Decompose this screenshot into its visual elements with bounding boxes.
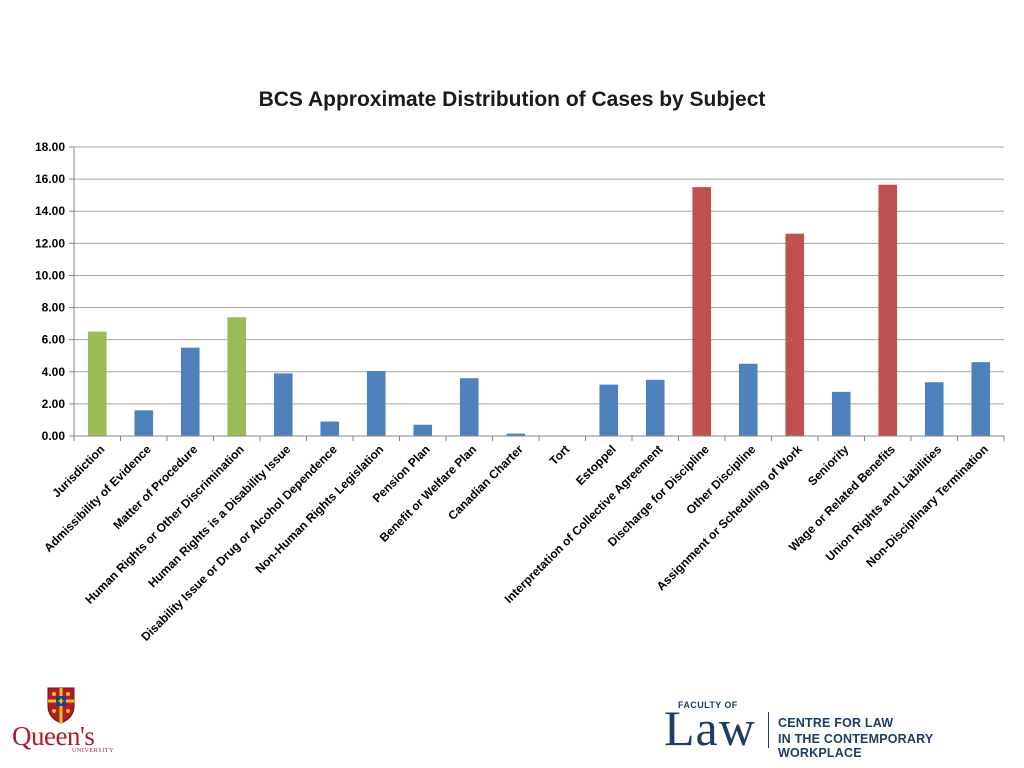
y-tick-label: 6.00 — [42, 333, 66, 347]
bar — [645, 379, 665, 436]
law-wordmark: Law — [664, 700, 756, 756]
queens-subtext: UNIVERSITY — [72, 748, 114, 754]
bar — [831, 391, 851, 436]
x-tick-label: Matter of Procedure — [110, 442, 200, 532]
y-tick-label: 4.00 — [42, 365, 66, 379]
x-tick-label: Seniority — [805, 442, 851, 488]
bar — [227, 317, 247, 436]
faculty-of-label: FACULTY OF — [678, 700, 738, 710]
bar — [366, 370, 386, 436]
bar — [134, 410, 154, 436]
axes — [69, 146, 1005, 441]
bar — [738, 363, 758, 436]
centre-name-line-1: CENTRE FOR LAW — [778, 716, 894, 730]
bar — [971, 362, 991, 436]
chart-title: BCS Approximate Distribution of Cases by… — [258, 88, 766, 111]
bar — [180, 347, 200, 436]
bar — [87, 331, 107, 436]
x-tick-label: Estoppel — [573, 442, 619, 488]
bar — [924, 382, 944, 436]
y-tick-label: 14.00 — [35, 204, 65, 218]
y-tick-label: 12.00 — [35, 236, 65, 250]
y-tick-label: 10.00 — [35, 268, 65, 282]
y-tick-label: 8.00 — [42, 301, 66, 315]
bar — [459, 378, 479, 436]
bar — [878, 184, 898, 436]
queens-crest-icon — [47, 687, 75, 724]
y-tick-label: 16.00 — [35, 172, 65, 186]
faculty-of-law-logo: Law FACULTY OF CENTRE FOR LAW IN THE CON… — [664, 700, 1014, 760]
centre-name-line-2: IN THE CONTEMPORARY WORKPLACE — [778, 732, 934, 760]
bars — [87, 184, 991, 436]
bar — [692, 187, 712, 436]
bar — [320, 421, 340, 436]
y-tick-labels: 0.00 2.00 4.00 6.00 8.00 10.00 12.00 14.00 16.00… — [35, 140, 65, 443]
queens-university-logo: Queen's UNIVERSITY — [12, 686, 116, 756]
bar — [413, 424, 433, 436]
y-tick-label: 2.00 — [42, 397, 66, 411]
x-tick-label: Tort — [547, 442, 573, 468]
bar — [599, 384, 619, 436]
y-tick-label: 0.00 — [42, 429, 66, 443]
bar-chart: 0.00 2.00 4.00 6.00 8.00 10.00 12.00 14.00 16.00… — [35, 140, 1005, 644]
queens-wordmark: Queen's — [12, 721, 95, 751]
law-logo-divider — [768, 712, 769, 748]
y-tick-label: 18.00 — [35, 140, 65, 154]
gridlines — [74, 146, 1004, 405]
bar — [273, 373, 293, 436]
bar — [506, 433, 526, 436]
bar — [785, 233, 805, 436]
